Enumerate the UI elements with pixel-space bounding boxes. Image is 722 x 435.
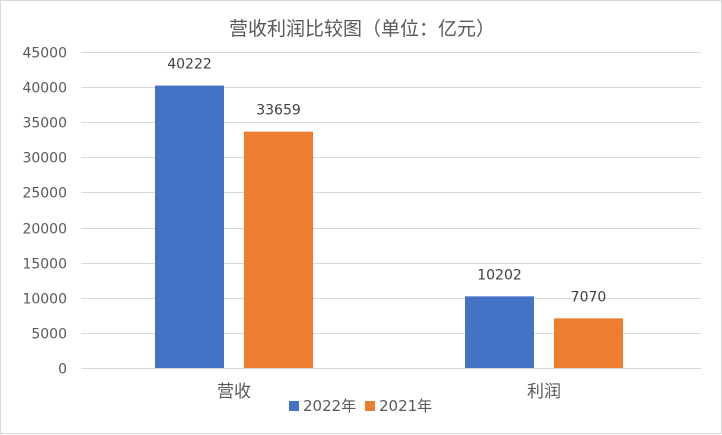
data-label: 40222 (167, 57, 212, 73)
x-category-label: 利润 (527, 382, 561, 402)
y-tick-label: 35000 (22, 116, 67, 132)
y-tick-label: 20000 (22, 222, 67, 238)
legend-swatch (365, 401, 375, 411)
y-tick-label: 10000 (22, 292, 67, 308)
y-tick-label: 40000 (22, 81, 67, 97)
legend: 2022年 2021年 (289, 397, 432, 415)
bar-0-1 (465, 296, 534, 368)
bar-1-0 (244, 131, 313, 368)
y-axis-ticks: 0 5000 10000 15000 20000 25000 30000 35000 40000… (22, 46, 67, 378)
chart-title: 营收利润比较图（单位：亿元） (229, 18, 495, 40)
data-label: 7070 (571, 289, 607, 305)
x-axis-categories: 营收 利润 (217, 382, 561, 402)
y-tick-label: 0 (58, 362, 67, 378)
y-tick-label: 5000 (31, 327, 67, 343)
y-tick-label: 15000 (22, 257, 67, 273)
bar-0-0 (155, 85, 224, 368)
legend-swatch (289, 401, 299, 411)
legend-label: 2022年 (303, 397, 356, 415)
y-tick-label: 30000 (22, 151, 67, 167)
bar-1-1 (554, 318, 623, 368)
y-tick-label: 25000 (22, 186, 67, 202)
data-label: 33659 (256, 103, 301, 119)
data-labels: 40222 10202 33659 7070 (167, 57, 606, 306)
legend-label: 2021年 (379, 397, 432, 415)
y-tick-label: 45000 (22, 46, 67, 62)
bars (155, 85, 623, 368)
x-category-label: 营收 (217, 382, 251, 402)
data-label: 10202 (477, 267, 522, 283)
